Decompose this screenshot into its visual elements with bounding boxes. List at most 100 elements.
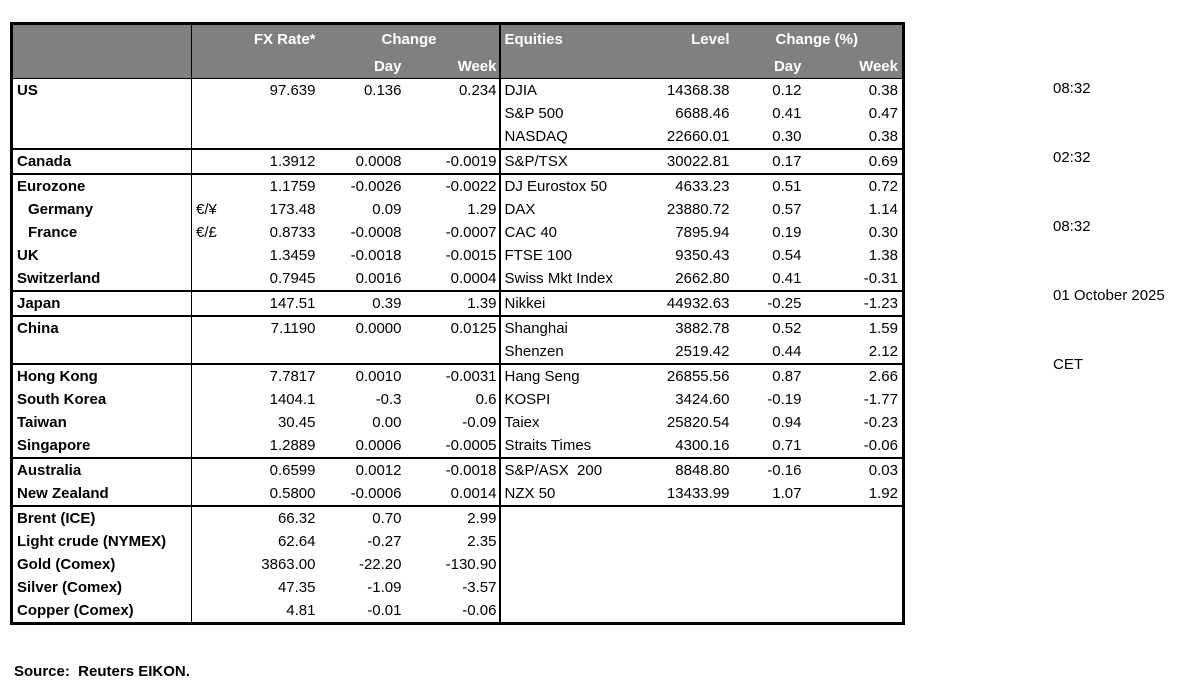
fx-rate-value: 0.8733 (269, 224, 316, 241)
fx-rate-value: 0.5800 (269, 485, 316, 502)
table-row: Gold (Comex) 3863.00 -22.20 -130.90 (11, 553, 904, 576)
equity-name: S&P 500 (498, 102, 652, 125)
equity-day-change: 0.51 (731, 173, 804, 198)
header-blank (191, 55, 234, 79)
equity-name: Shanghai (498, 315, 652, 340)
fx-day-change: 0.0000 (319, 315, 406, 340)
currency-pair (191, 505, 234, 530)
currency-pair (192, 125, 234, 149)
equity-week-change: 0.38 (868, 128, 898, 145)
country-label: New Zealand (11, 482, 192, 506)
header-row-1: FX Rate* Change Equities Level Change (%… (11, 23, 904, 55)
equity-week-change: 2.12 (868, 343, 898, 360)
equity-name: S&P/ASX 200 (498, 457, 652, 482)
equity-name: Nikkei (498, 290, 652, 316)
fx-day-change: 0.09 (372, 201, 402, 218)
table-row: NASDAQ 22660.01 0.30 0.38 (11, 125, 904, 149)
fx-week-change: 2.99 (405, 505, 500, 530)
table-row: Hong Kong 7.7817 0.0010 -0.0031 Hang Seng 268… (11, 363, 904, 388)
fx-week-change: -0.0018 (405, 457, 500, 482)
header-blank (11, 55, 192, 79)
fx-week-change: -3.57 (462, 579, 497, 596)
country-label: France (11, 221, 192, 244)
equity-level: 6688.46 (675, 105, 730, 122)
equity-level: 7895.94 (675, 224, 730, 241)
fx-day-change: -0.0018 (350, 247, 402, 264)
table-row: Silver (Comex) 47.35 -1.09 -3.57 (11, 576, 904, 599)
equity-level: 4300.16 (675, 437, 730, 454)
equity-week-change (804, 553, 904, 576)
currency-pair (192, 482, 234, 506)
fx-rate-value: 1404.1 (269, 391, 316, 408)
currency-pair (192, 530, 234, 553)
header-fx-week: Week (405, 55, 500, 79)
equity-level: 22660.01 (666, 128, 730, 145)
equity-week-change: 0.30 (868, 224, 898, 241)
fx-day-change: 0.0006 (355, 437, 402, 454)
table-row: Light crude (NYMEX) 62.64 -0.27 2.35 (11, 530, 904, 553)
equity-week-change (804, 599, 904, 624)
equity-week-change: 1.59 (803, 315, 904, 340)
country-label: Singapore (11, 434, 192, 458)
fx-day-change (320, 340, 406, 364)
currency-pair (192, 340, 234, 364)
fx-week-change: -0.06 (462, 602, 497, 619)
fx-rate-value: 1.3912 (233, 148, 320, 174)
equity-level: 8848.80 (651, 457, 732, 482)
equity-day-change: 0.17 (731, 148, 804, 174)
equity-level: 2519.42 (675, 343, 730, 360)
country-label: Australia (11, 457, 192, 482)
equity-day-change (732, 576, 804, 599)
table-row: Shenzen 2519.42 0.44 2.12 (11, 340, 904, 364)
currency-pair (192, 576, 234, 599)
timezone-label: CET (1053, 356, 1083, 373)
equity-week-change: 0.47 (868, 105, 898, 122)
currency-pair (192, 244, 234, 267)
fx-day-change (320, 102, 406, 125)
equity-level: 3882.78 (651, 315, 732, 340)
header-fx-rate: FX Rate* (233, 23, 320, 55)
table-row: Copper (Comex) 4.81 -0.01 -0.06 (11, 599, 904, 624)
timestamp-block: 08:32 02:32 08:32 01 October 2025 CET (1053, 31, 1165, 399)
country-label: Gold (Comex) (11, 553, 192, 576)
fx-week-change: 2.35 (467, 533, 497, 550)
table-row: UK 1.3459 -0.0018 -0.0015 FTSE 100 9350.43 0.5… (11, 244, 904, 267)
equity-day-change: 0.71 (772, 437, 802, 454)
equity-name: KOSPI (498, 388, 652, 411)
equity-level: 13433.99 (666, 485, 730, 502)
equity-day-change: 0.19 (772, 224, 802, 241)
equity-week-change: 1.38 (868, 247, 898, 264)
currency-pair (192, 411, 234, 434)
fx-rate-value (234, 340, 320, 364)
equity-week-change: -1.23 (803, 290, 904, 316)
equity-day-change: 0.87 (731, 363, 804, 388)
date-label: 01 October 2025 (1053, 287, 1165, 304)
country-label: Eurozone (11, 173, 192, 198)
table-row: South Korea 1404.1 -0.3 0.6 KOSPI 3424.60 -0.1… (11, 388, 904, 411)
equity-name: DAX (498, 198, 652, 221)
fx-week-change: 0.234 (458, 82, 497, 99)
fx-week-change: 0.0014 (450, 485, 497, 502)
fx-day-change: 0.00 (372, 414, 402, 431)
equity-name: NASDAQ (498, 125, 652, 149)
table-row: France €/£ 0.8733 -0.0008 -0.0007 CAC 40 7895.… (11, 221, 904, 244)
equity-week-change: 1.92 (868, 485, 898, 502)
table-row: US 97.639 0.136 0.234 DJIA 14368.38 0.12 0.38 (11, 78, 904, 102)
header-blank (651, 55, 732, 79)
fx-day-change: 0.0012 (319, 457, 406, 482)
fx-rate-value: 97.639 (269, 82, 316, 99)
equity-level (651, 505, 732, 530)
fx-day-change: -0.01 (367, 602, 402, 619)
table-header: FX Rate* Change Equities Level Change (%… (11, 23, 904, 79)
table-row: S&P 500 6688.46 0.41 0.47 (11, 102, 904, 125)
country-label: UK (11, 244, 192, 267)
country-label: South Korea (11, 388, 192, 411)
equity-day-change: 0.30 (772, 128, 802, 145)
country-label: Japan (11, 290, 192, 316)
fx-week-change: -0.09 (462, 414, 497, 431)
header-equities: Equities (498, 23, 652, 55)
equity-week-change: 0.38 (868, 82, 898, 99)
fx-rate-value (234, 125, 320, 149)
equity-week-change (804, 530, 904, 553)
country-label: Silver (Comex) (11, 576, 192, 599)
